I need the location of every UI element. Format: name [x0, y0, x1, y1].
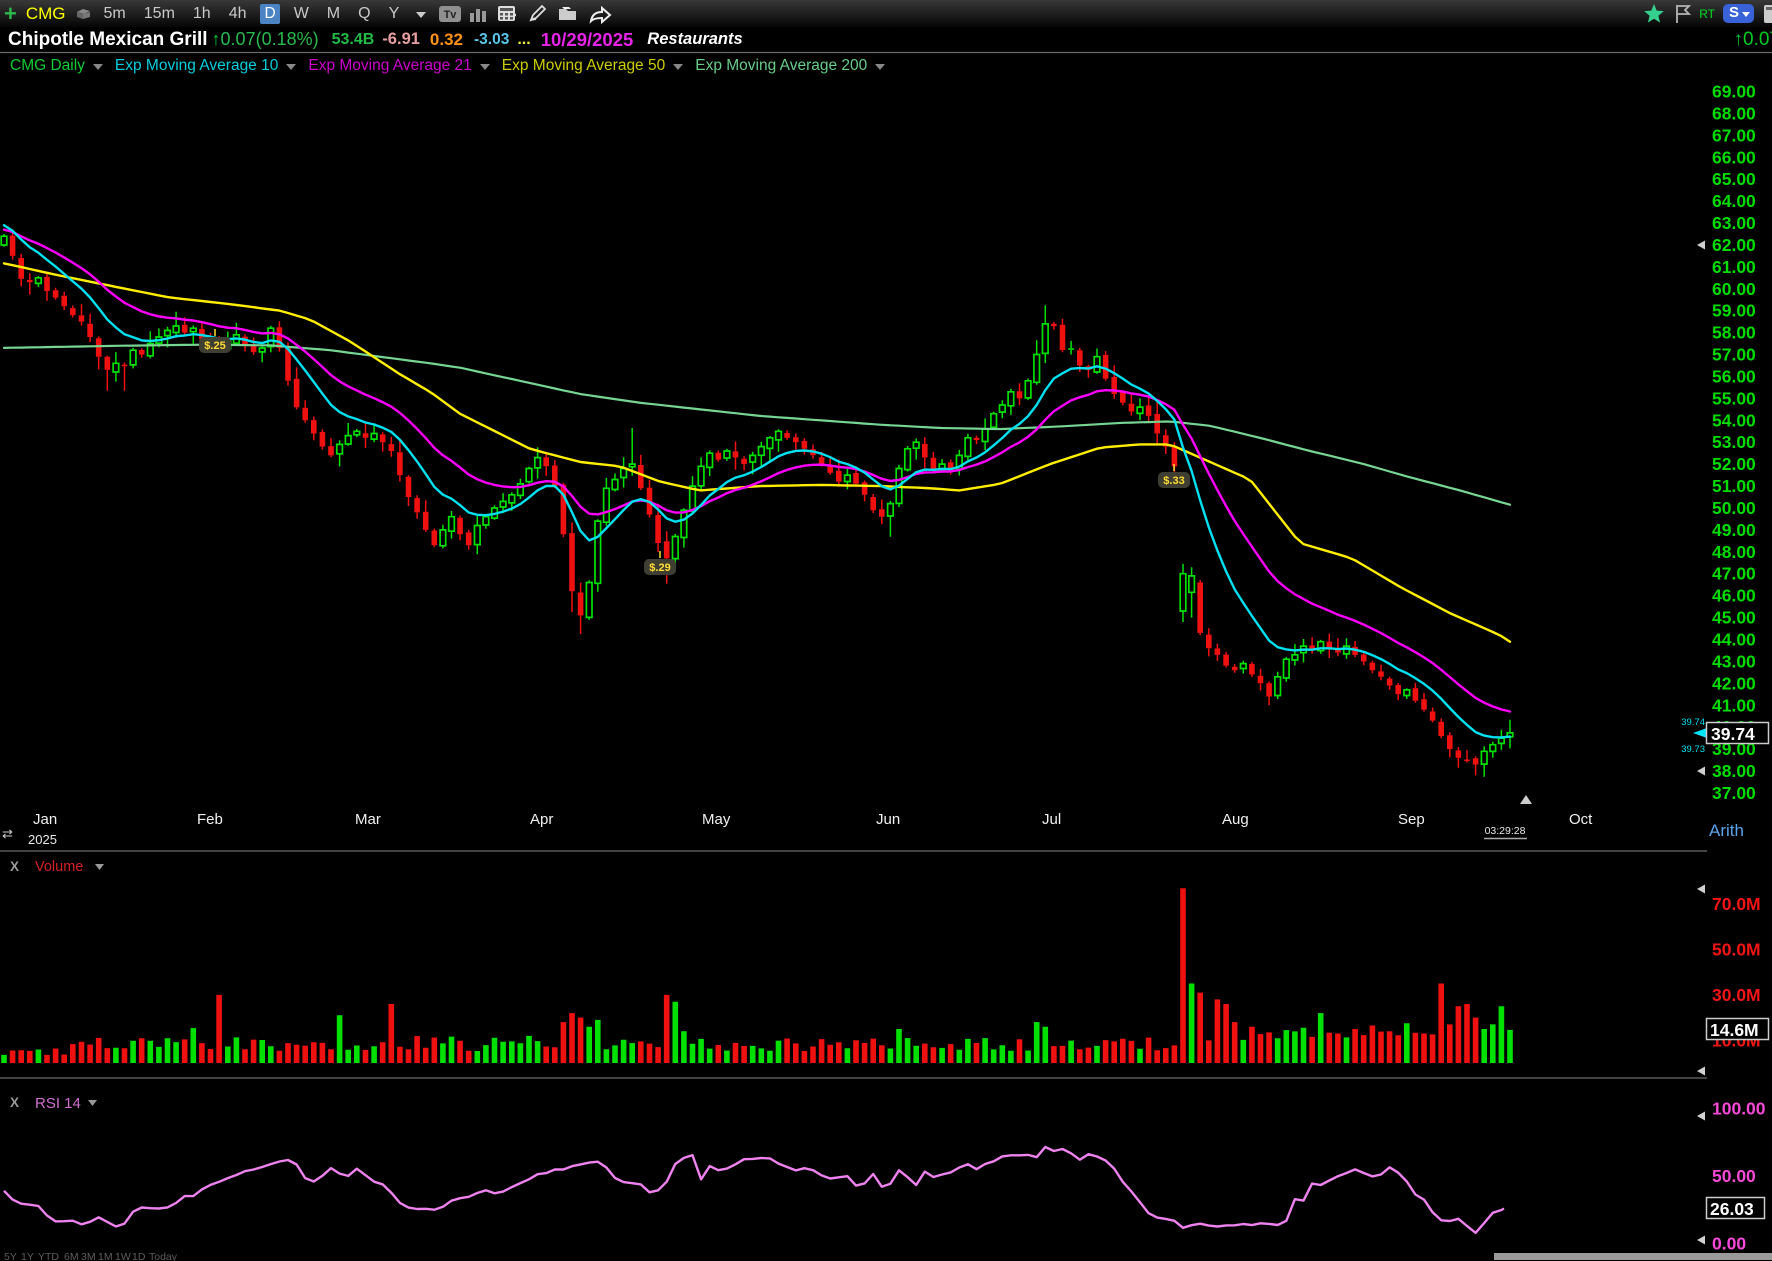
svg-text:48.00: 48.00 — [1712, 542, 1756, 562]
svg-text:47.00: 47.00 — [1712, 564, 1756, 584]
svg-text:52.00: 52.00 — [1712, 454, 1756, 474]
svg-text:1M: 1M — [98, 1251, 113, 1261]
svg-text:$.29: $.29 — [649, 562, 670, 574]
svg-text:$.33: $.33 — [1163, 475, 1184, 487]
svg-text:41.00: 41.00 — [1712, 695, 1756, 715]
svg-text:May: May — [702, 811, 731, 828]
svg-text:X: X — [10, 859, 19, 874]
svg-text:66.00: 66.00 — [1712, 147, 1756, 167]
svg-text:Tv: Tv — [444, 9, 458, 21]
svg-text:Feb: Feb — [197, 811, 223, 828]
svg-text:54.00: 54.00 — [1712, 410, 1756, 430]
svg-text:0.00: 0.00 — [1712, 1234, 1746, 1254]
svg-text:Jul: Jul — [1042, 811, 1061, 828]
svg-text:37.00: 37.00 — [1712, 783, 1756, 803]
svg-text:YTD: YTD — [38, 1251, 59, 1261]
svg-text:1W: 1W — [115, 1251, 131, 1261]
svg-text:55.00: 55.00 — [1712, 388, 1756, 408]
svg-text:44.00: 44.00 — [1712, 630, 1756, 650]
svg-text:RSI 14: RSI 14 — [35, 1095, 81, 1112]
svg-text:6M: 6M — [64, 1251, 79, 1261]
svg-text:61.00: 61.00 — [1712, 257, 1756, 277]
svg-text:30.0M: 30.0M — [1712, 985, 1761, 1005]
svg-text:Volume: Volume — [35, 859, 83, 875]
svg-text:1D: 1D — [132, 1251, 146, 1261]
svg-text:50.00: 50.00 — [1712, 498, 1756, 518]
svg-text:3M: 3M — [81, 1251, 96, 1261]
svg-text:Today: Today — [149, 1251, 178, 1261]
svg-text:49.00: 49.00 — [1712, 520, 1756, 540]
svg-text:Sep: Sep — [1398, 811, 1425, 828]
svg-text:45.00: 45.00 — [1712, 608, 1756, 628]
svg-text:14.6M: 14.6M — [1710, 1020, 1759, 1040]
svg-text:⇄: ⇄ — [2, 826, 13, 841]
svg-text:65.00: 65.00 — [1712, 169, 1756, 189]
svg-text:62.00: 62.00 — [1712, 235, 1756, 255]
svg-text:67.00: 67.00 — [1712, 125, 1756, 145]
svg-text:39.74: 39.74 — [1681, 717, 1705, 728]
svg-text:53.00: 53.00 — [1712, 432, 1756, 452]
svg-text:46.00: 46.00 — [1712, 586, 1756, 606]
svg-text:X: X — [10, 1095, 19, 1110]
svg-text:Aug: Aug — [1222, 811, 1249, 828]
svg-text:Jun: Jun — [876, 811, 900, 828]
svg-text:70.0M: 70.0M — [1712, 894, 1761, 914]
svg-text:100.00: 100.00 — [1712, 1099, 1766, 1119]
svg-text:Oct: Oct — [1569, 811, 1593, 828]
svg-text:39.74: 39.74 — [1711, 724, 1755, 744]
svg-text:Apr: Apr — [530, 811, 553, 828]
svg-text:69.00: 69.00 — [1712, 82, 1756, 102]
svg-text:Mar: Mar — [355, 811, 381, 828]
svg-text:43.00: 43.00 — [1712, 651, 1756, 671]
svg-text:2025: 2025 — [28, 832, 57, 847]
svg-text:59.00: 59.00 — [1712, 301, 1756, 321]
svg-text:63.00: 63.00 — [1712, 213, 1756, 233]
svg-text:42.00: 42.00 — [1712, 673, 1756, 693]
svg-text:Arith: Arith — [1709, 821, 1744, 840]
svg-text:57.00: 57.00 — [1712, 345, 1756, 365]
svg-text:68.00: 68.00 — [1712, 103, 1756, 123]
svg-text:$.25: $.25 — [204, 340, 225, 352]
svg-text:58.00: 58.00 — [1712, 323, 1756, 343]
svg-text:26.03: 26.03 — [1710, 1199, 1754, 1219]
svg-text:38.00: 38.00 — [1712, 761, 1756, 781]
svg-text:Jan: Jan — [33, 811, 57, 828]
svg-text:50.00: 50.00 — [1712, 1166, 1756, 1186]
svg-text:1Y: 1Y — [21, 1251, 34, 1261]
svg-text:39.73: 39.73 — [1681, 744, 1705, 755]
svg-text:64.00: 64.00 — [1712, 191, 1756, 211]
svg-text:03:29:28: 03:29:28 — [1485, 825, 1526, 837]
svg-text:51.00: 51.00 — [1712, 476, 1756, 496]
svg-text:50.0M: 50.0M — [1712, 940, 1761, 960]
svg-text:5Y: 5Y — [4, 1251, 17, 1261]
svg-text:56.00: 56.00 — [1712, 367, 1756, 387]
svg-text:60.00: 60.00 — [1712, 279, 1756, 299]
